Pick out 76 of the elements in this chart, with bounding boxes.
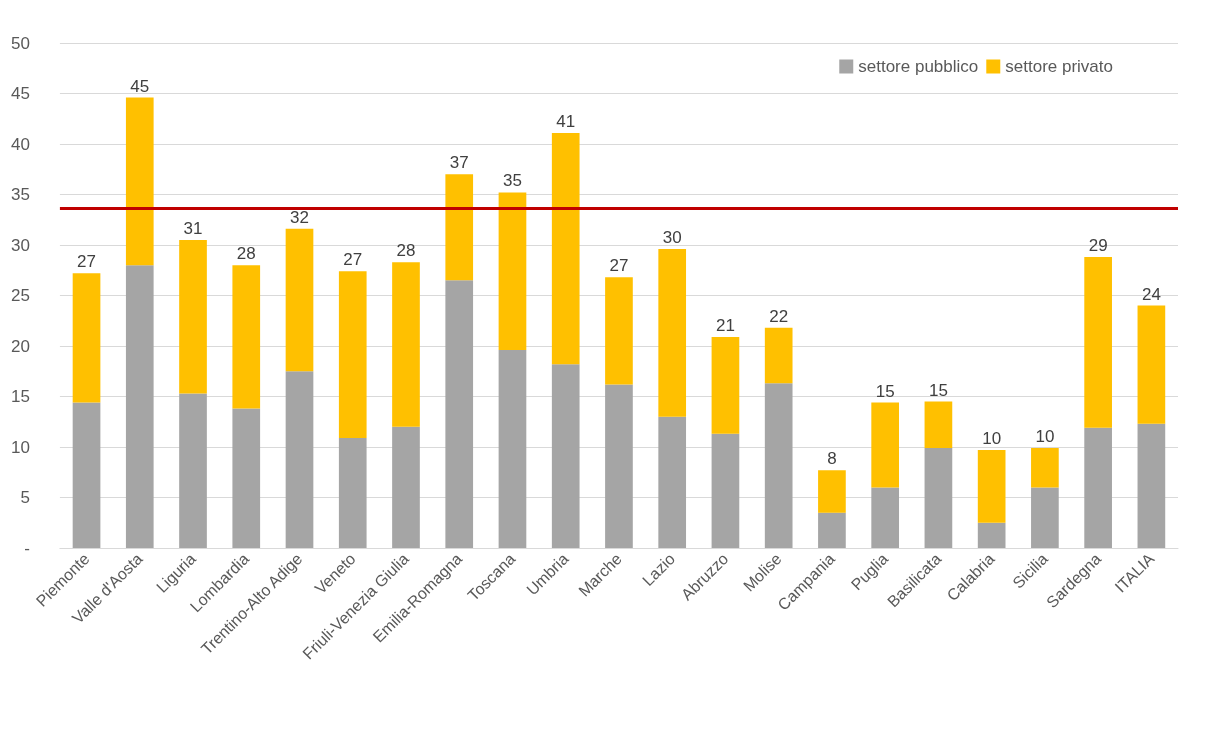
total-label: 27 <box>343 250 363 270</box>
y-tick-label: 30 <box>10 235 30 255</box>
y-tick-label: 15 <box>10 387 30 406</box>
bar <box>445 280 474 548</box>
bar <box>658 249 687 417</box>
total-label: 27 <box>609 256 629 276</box>
y-tick-label: 35 <box>10 185 30 204</box>
legend-label: settore privato <box>1005 57 1114 76</box>
bar <box>977 522 1006 548</box>
bar <box>605 277 633 385</box>
bar <box>977 450 1006 523</box>
bar <box>232 265 261 409</box>
bar <box>1084 427 1112 548</box>
bar <box>1031 448 1059 488</box>
bar <box>658 416 687 548</box>
bar <box>871 402 900 488</box>
y-tick-label: 45 <box>10 84 30 103</box>
bar <box>445 174 474 281</box>
bar <box>818 512 846 548</box>
total-label: 31 <box>183 218 203 238</box>
total-label: 15 <box>928 380 948 400</box>
y-tick-label: 20 <box>10 336 30 356</box>
total-label: 22 <box>769 306 789 326</box>
bar <box>1137 305 1166 424</box>
total-label: 35 <box>503 171 522 191</box>
total-label: 28 <box>396 241 416 261</box>
bar <box>764 383 793 548</box>
bar <box>285 228 314 372</box>
bar <box>125 97 154 266</box>
total-label: 27 <box>77 252 96 272</box>
y-tick-label: 50 <box>10 33 30 53</box>
total-label: 41 <box>556 111 576 131</box>
bar <box>924 448 953 548</box>
bar <box>232 408 261 548</box>
y-tick-label: - <box>24 538 30 558</box>
bar <box>498 350 527 548</box>
total-label: 37 <box>449 153 469 173</box>
bar <box>392 262 420 427</box>
total-label: 32 <box>290 207 309 227</box>
bar <box>72 402 101 548</box>
bar <box>551 364 580 548</box>
bar <box>338 271 367 438</box>
bar <box>179 239 207 394</box>
total-label: 24 <box>1141 284 1161 304</box>
bar <box>871 487 900 548</box>
total-label: 29 <box>1088 236 1108 256</box>
bar <box>1137 423 1166 548</box>
bar <box>818 470 846 513</box>
bar <box>498 192 527 351</box>
total-label: 8 <box>827 449 837 469</box>
bar <box>179 393 207 548</box>
y-tick-label: 40 <box>10 134 30 154</box>
bar <box>924 401 953 449</box>
total-label: 21 <box>715 315 735 335</box>
bar <box>551 132 580 365</box>
total-label: 28 <box>236 244 256 264</box>
bar <box>1031 487 1059 548</box>
total-label: 10 <box>1035 427 1055 447</box>
legend-label: settore pubblico <box>858 57 979 76</box>
total-label: 15 <box>875 381 895 401</box>
bar <box>72 273 101 403</box>
bar <box>605 384 633 548</box>
bar <box>711 433 740 548</box>
bar <box>338 437 367 548</box>
total-label: 30 <box>662 228 682 248</box>
bar <box>1084 257 1112 428</box>
bar <box>764 327 793 384</box>
bar <box>285 371 314 548</box>
bar <box>125 265 154 548</box>
bar <box>711 336 740 434</box>
total-label: 45 <box>130 76 150 96</box>
total-label: 10 <box>982 429 1002 449</box>
bar <box>392 426 420 548</box>
y-tick-label: 5 <box>20 488 30 507</box>
y-tick-label: 10 <box>10 437 30 457</box>
y-tick-label: 25 <box>10 286 30 305</box>
